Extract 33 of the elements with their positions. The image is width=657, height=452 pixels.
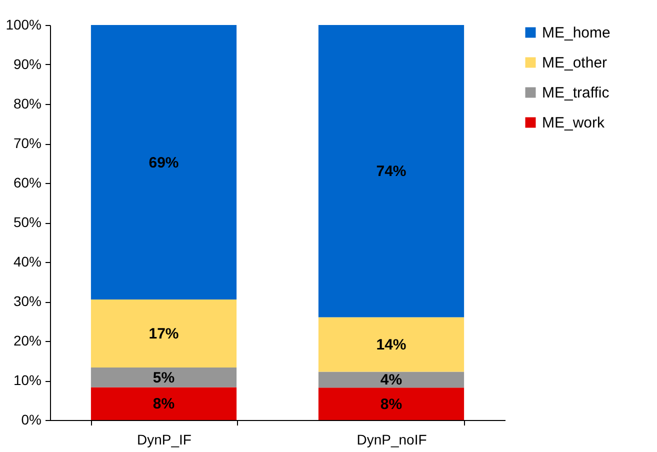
data-label: 74% <box>376 163 406 180</box>
legend-label: ME_traffic <box>542 84 610 102</box>
y-tick-label: 30% <box>13 293 42 309</box>
bar <box>318 388 464 420</box>
legend-label: ME_home <box>542 24 610 42</box>
data-label: 4% <box>380 372 402 389</box>
data-label: 69% <box>148 154 179 172</box>
data-label: 5% <box>152 369 175 386</box>
bar <box>90 300 237 368</box>
y-tick-label: 100% <box>6 16 42 32</box>
y-tick-label: 50% <box>13 214 42 230</box>
bar <box>90 25 237 300</box>
y-tick-label: 40% <box>13 254 42 270</box>
bar <box>318 372 464 388</box>
data-label: 8% <box>380 396 402 413</box>
legend-label: ME_work <box>542 114 606 132</box>
x-tick-label: DynP_noIF <box>356 432 427 448</box>
data-label: 8% <box>152 396 175 413</box>
bar <box>318 25 464 318</box>
y-tick-label: 90% <box>13 56 42 72</box>
bar <box>90 367 237 388</box>
y-tick-label: 10% <box>13 372 42 388</box>
x-tick-label: DynP_IF <box>137 432 192 448</box>
bar <box>318 317 464 372</box>
y-tick-label: 20% <box>13 332 42 348</box>
y-tick-label: 70% <box>13 135 42 151</box>
legend-label: ME_other <box>542 54 608 72</box>
y-tick-label: 60% <box>13 174 42 190</box>
data-label: 17% <box>148 325 179 342</box>
bar <box>90 387 237 420</box>
y-tick-label: 80% <box>13 96 42 112</box>
data-label: 14% <box>376 336 406 354</box>
y-tick-label: 0% <box>21 412 42 428</box>
